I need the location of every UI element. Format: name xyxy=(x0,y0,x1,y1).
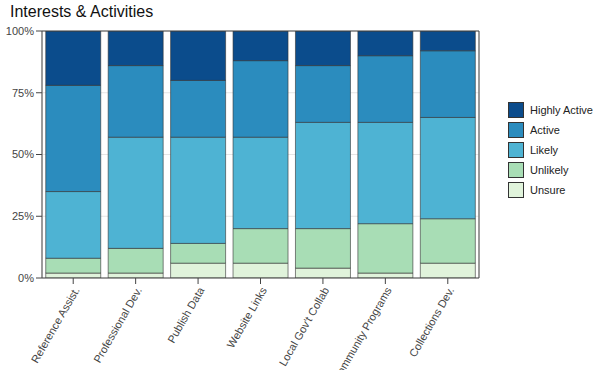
html-text:Highly Active: Highly Active xyxy=(530,104,593,116)
svg-text:Local Gov't Collab: Local Gov't Collab xyxy=(277,285,332,368)
svg-text:Publish Data: Publish Data xyxy=(165,284,207,345)
svg-text:50%: 50% xyxy=(12,148,34,160)
html-text:Active: Active xyxy=(530,124,560,136)
svg-text:Professional Dev.: Professional Dev. xyxy=(91,285,144,365)
svg-text:0%: 0% xyxy=(18,272,34,284)
svg-text:100%: 100% xyxy=(8,25,34,37)
svg-text:Website Links: Website Links xyxy=(224,284,269,350)
svg-text:Collections Dev.: Collections Dev. xyxy=(407,285,457,359)
html-text:Likely: Likely xyxy=(530,144,559,156)
html-text:Interests & Activities: Interests & Activities xyxy=(10,3,154,20)
svg-text:Reference Assist.: Reference Assist. xyxy=(29,285,82,365)
html-text:Unlikely: Unlikely xyxy=(530,164,569,176)
svg-text:25%: 25% xyxy=(12,210,34,222)
svg-text:Community Programs: Community Programs xyxy=(330,284,394,370)
html-text:Unsure: Unsure xyxy=(530,184,566,196)
svg-text:75%: 75% xyxy=(12,87,34,99)
